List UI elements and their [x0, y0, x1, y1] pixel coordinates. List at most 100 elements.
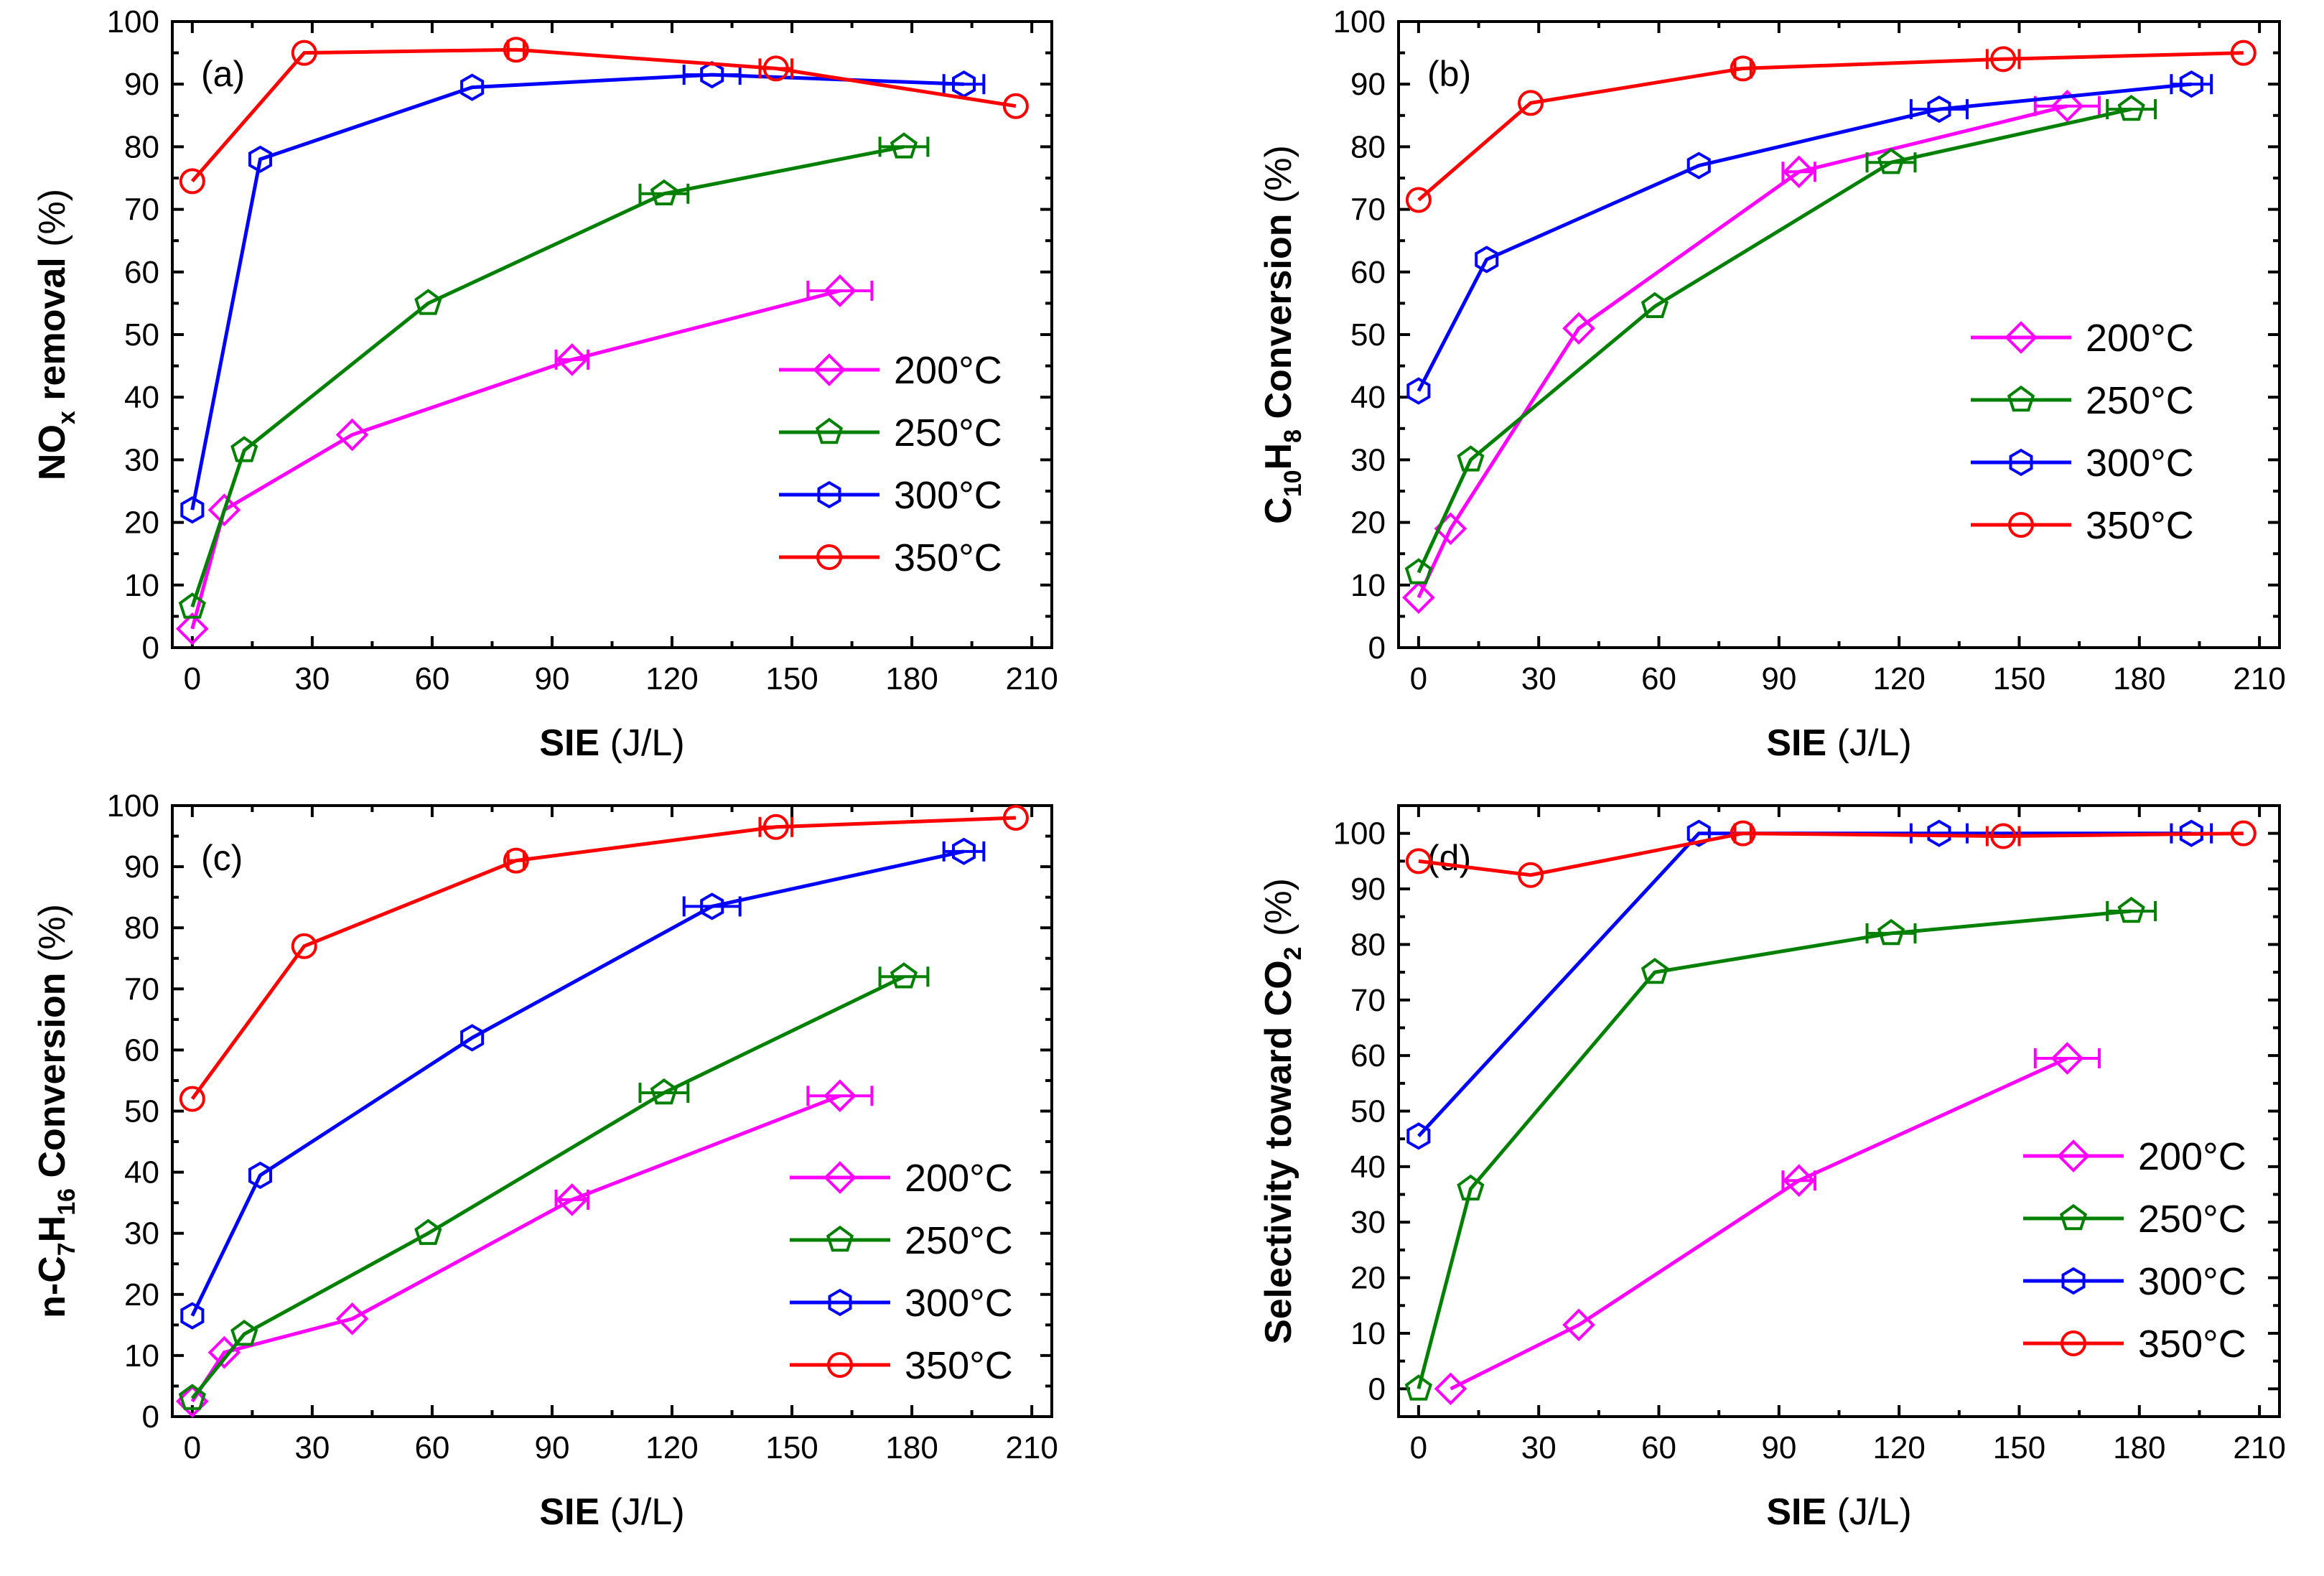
- data-point: [1457, 1174, 1485, 1200]
- panel-label: (d): [1427, 838, 1471, 878]
- legend-marker: [827, 1352, 853, 1378]
- y-tick-label: 50: [124, 1094, 159, 1129]
- series-line: [1417, 51, 2244, 202]
- legend-label: 250°C: [2086, 379, 2194, 422]
- x-tick-label: 150: [765, 661, 818, 696]
- data-point: [762, 813, 789, 840]
- data-point: [1686, 151, 1711, 179]
- y-axis-title-part: 2: [1279, 946, 1307, 960]
- data-point: [248, 1161, 272, 1190]
- legend-label: 200°C: [894, 349, 1002, 392]
- x-tick-label: 30: [294, 661, 330, 696]
- x-tick-label: 90: [1761, 1430, 1796, 1465]
- y-axis-title-part: H: [1258, 443, 1299, 470]
- legend-entry: 350°C: [779, 536, 1002, 579]
- x-tick-label: 210: [2233, 661, 2285, 696]
- legend-marker: [2057, 1139, 2090, 1172]
- y-tick-label: 80: [1350, 927, 1386, 962]
- data-point: [1641, 958, 1669, 984]
- series-line: [190, 73, 964, 510]
- y-tick-label: 60: [1350, 255, 1386, 290]
- data-point: [2179, 819, 2203, 847]
- x-axis-title-unit: (J/L): [599, 722, 684, 764]
- y-tick-label: 80: [124, 129, 159, 164]
- legend-entry: 350°C: [2023, 1323, 2246, 1366]
- data-point: [1730, 820, 1756, 847]
- x-tick-label: 30: [294, 1430, 330, 1465]
- y-tick-label: 20: [1350, 505, 1386, 541]
- y-axis-title-part: [1258, 936, 1299, 946]
- data-point: [180, 496, 205, 524]
- data-point: [1877, 918, 1905, 946]
- data-point: [1518, 862, 1544, 888]
- y-tick-label: 50: [1350, 317, 1386, 353]
- y-tick-label: 0: [142, 1399, 159, 1435]
- data-point: [291, 39, 317, 66]
- legend-label: 250°C: [905, 1219, 1013, 1262]
- x-tick-label: 0: [184, 1430, 201, 1465]
- y-tick-label: 10: [124, 568, 159, 603]
- data-point: [180, 1302, 205, 1330]
- x-tick-label: 150: [765, 1430, 818, 1465]
- y-axis-title-part: (%): [1258, 878, 1299, 936]
- data-point: [335, 1302, 369, 1335]
- data-point: [178, 592, 206, 619]
- legend-marker: [816, 544, 842, 570]
- x-tick-label: 210: [1005, 661, 1058, 696]
- y-tick-label: 30: [124, 1216, 159, 1251]
- y-tick-label: 100: [1333, 816, 1386, 852]
- legend-entry: 200°C: [779, 349, 1002, 392]
- y-tick-label: 10: [1350, 568, 1386, 603]
- legend-entry: 300°C: [2023, 1260, 2246, 1303]
- y-tick-label: 70: [1350, 192, 1386, 228]
- legend-entry: 250°C: [779, 411, 1002, 454]
- x-tick-label: 180: [2113, 661, 2165, 696]
- series-300°C: [180, 60, 986, 524]
- data-point: [1730, 55, 1756, 82]
- data-point: [335, 418, 369, 452]
- series-line: [190, 849, 965, 1317]
- data-point: [700, 60, 724, 89]
- y-axis-title: C10H8 Conversion (%): [1258, 145, 1307, 524]
- data-point: [2050, 89, 2084, 123]
- y-tick-label: 50: [1350, 1094, 1386, 1129]
- x-tick-label: 180: [885, 1430, 938, 1465]
- data-point: [503, 847, 529, 874]
- y-tick-label: 100: [1333, 4, 1386, 39]
- series-350°C: [1405, 820, 2257, 888]
- y-axis-title: n-C7H16 Conversion (%): [32, 904, 80, 1318]
- legend-label: 300°C: [894, 474, 1002, 517]
- x-tick-label: 90: [1761, 661, 1796, 696]
- data-point: [179, 168, 205, 195]
- legend-entry: 200°C: [1971, 317, 2194, 360]
- legend-marker: [823, 1161, 857, 1194]
- y-tick-label: 60: [1350, 1038, 1386, 1073]
- legend-entry: 250°C: [2023, 1198, 2246, 1241]
- y-tick-label: 20: [124, 1277, 159, 1312]
- data-point: [1475, 246, 1499, 274]
- data-point: [700, 892, 724, 920]
- series-350°C: [1405, 39, 2257, 213]
- data-point: [2230, 820, 2257, 847]
- data-point: [207, 493, 241, 527]
- x-tick-label: 30: [1521, 661, 1557, 696]
- series-line: [1417, 82, 2192, 392]
- series-line: [190, 47, 1017, 183]
- data-point: [1927, 95, 1951, 123]
- panel-4: 0 30 60 90 120 150 180 210 0 10 20 30 40 50 60 70 80 90 10…: [1258, 804, 2286, 1533]
- legend-label: 350°C: [894, 536, 1002, 579]
- x-tick-label: 90: [535, 661, 570, 696]
- data-point: [890, 962, 918, 989]
- x-tick-label: 150: [1993, 661, 2045, 696]
- y-axis-title-part: NO: [32, 424, 73, 480]
- y-tick-label: 80: [1350, 129, 1386, 164]
- panel-label: (a): [201, 54, 245, 94]
- series-line: [1418, 831, 2244, 877]
- data-point: [1402, 581, 1435, 615]
- y-axis-title-part: (%): [32, 904, 73, 962]
- data-point: [1457, 445, 1485, 472]
- data-point: [952, 837, 976, 865]
- series-200°C: [1434, 1042, 2101, 1406]
- x-axis-title-unit: (J/L): [1826, 722, 1911, 764]
- series-line: [190, 289, 841, 630]
